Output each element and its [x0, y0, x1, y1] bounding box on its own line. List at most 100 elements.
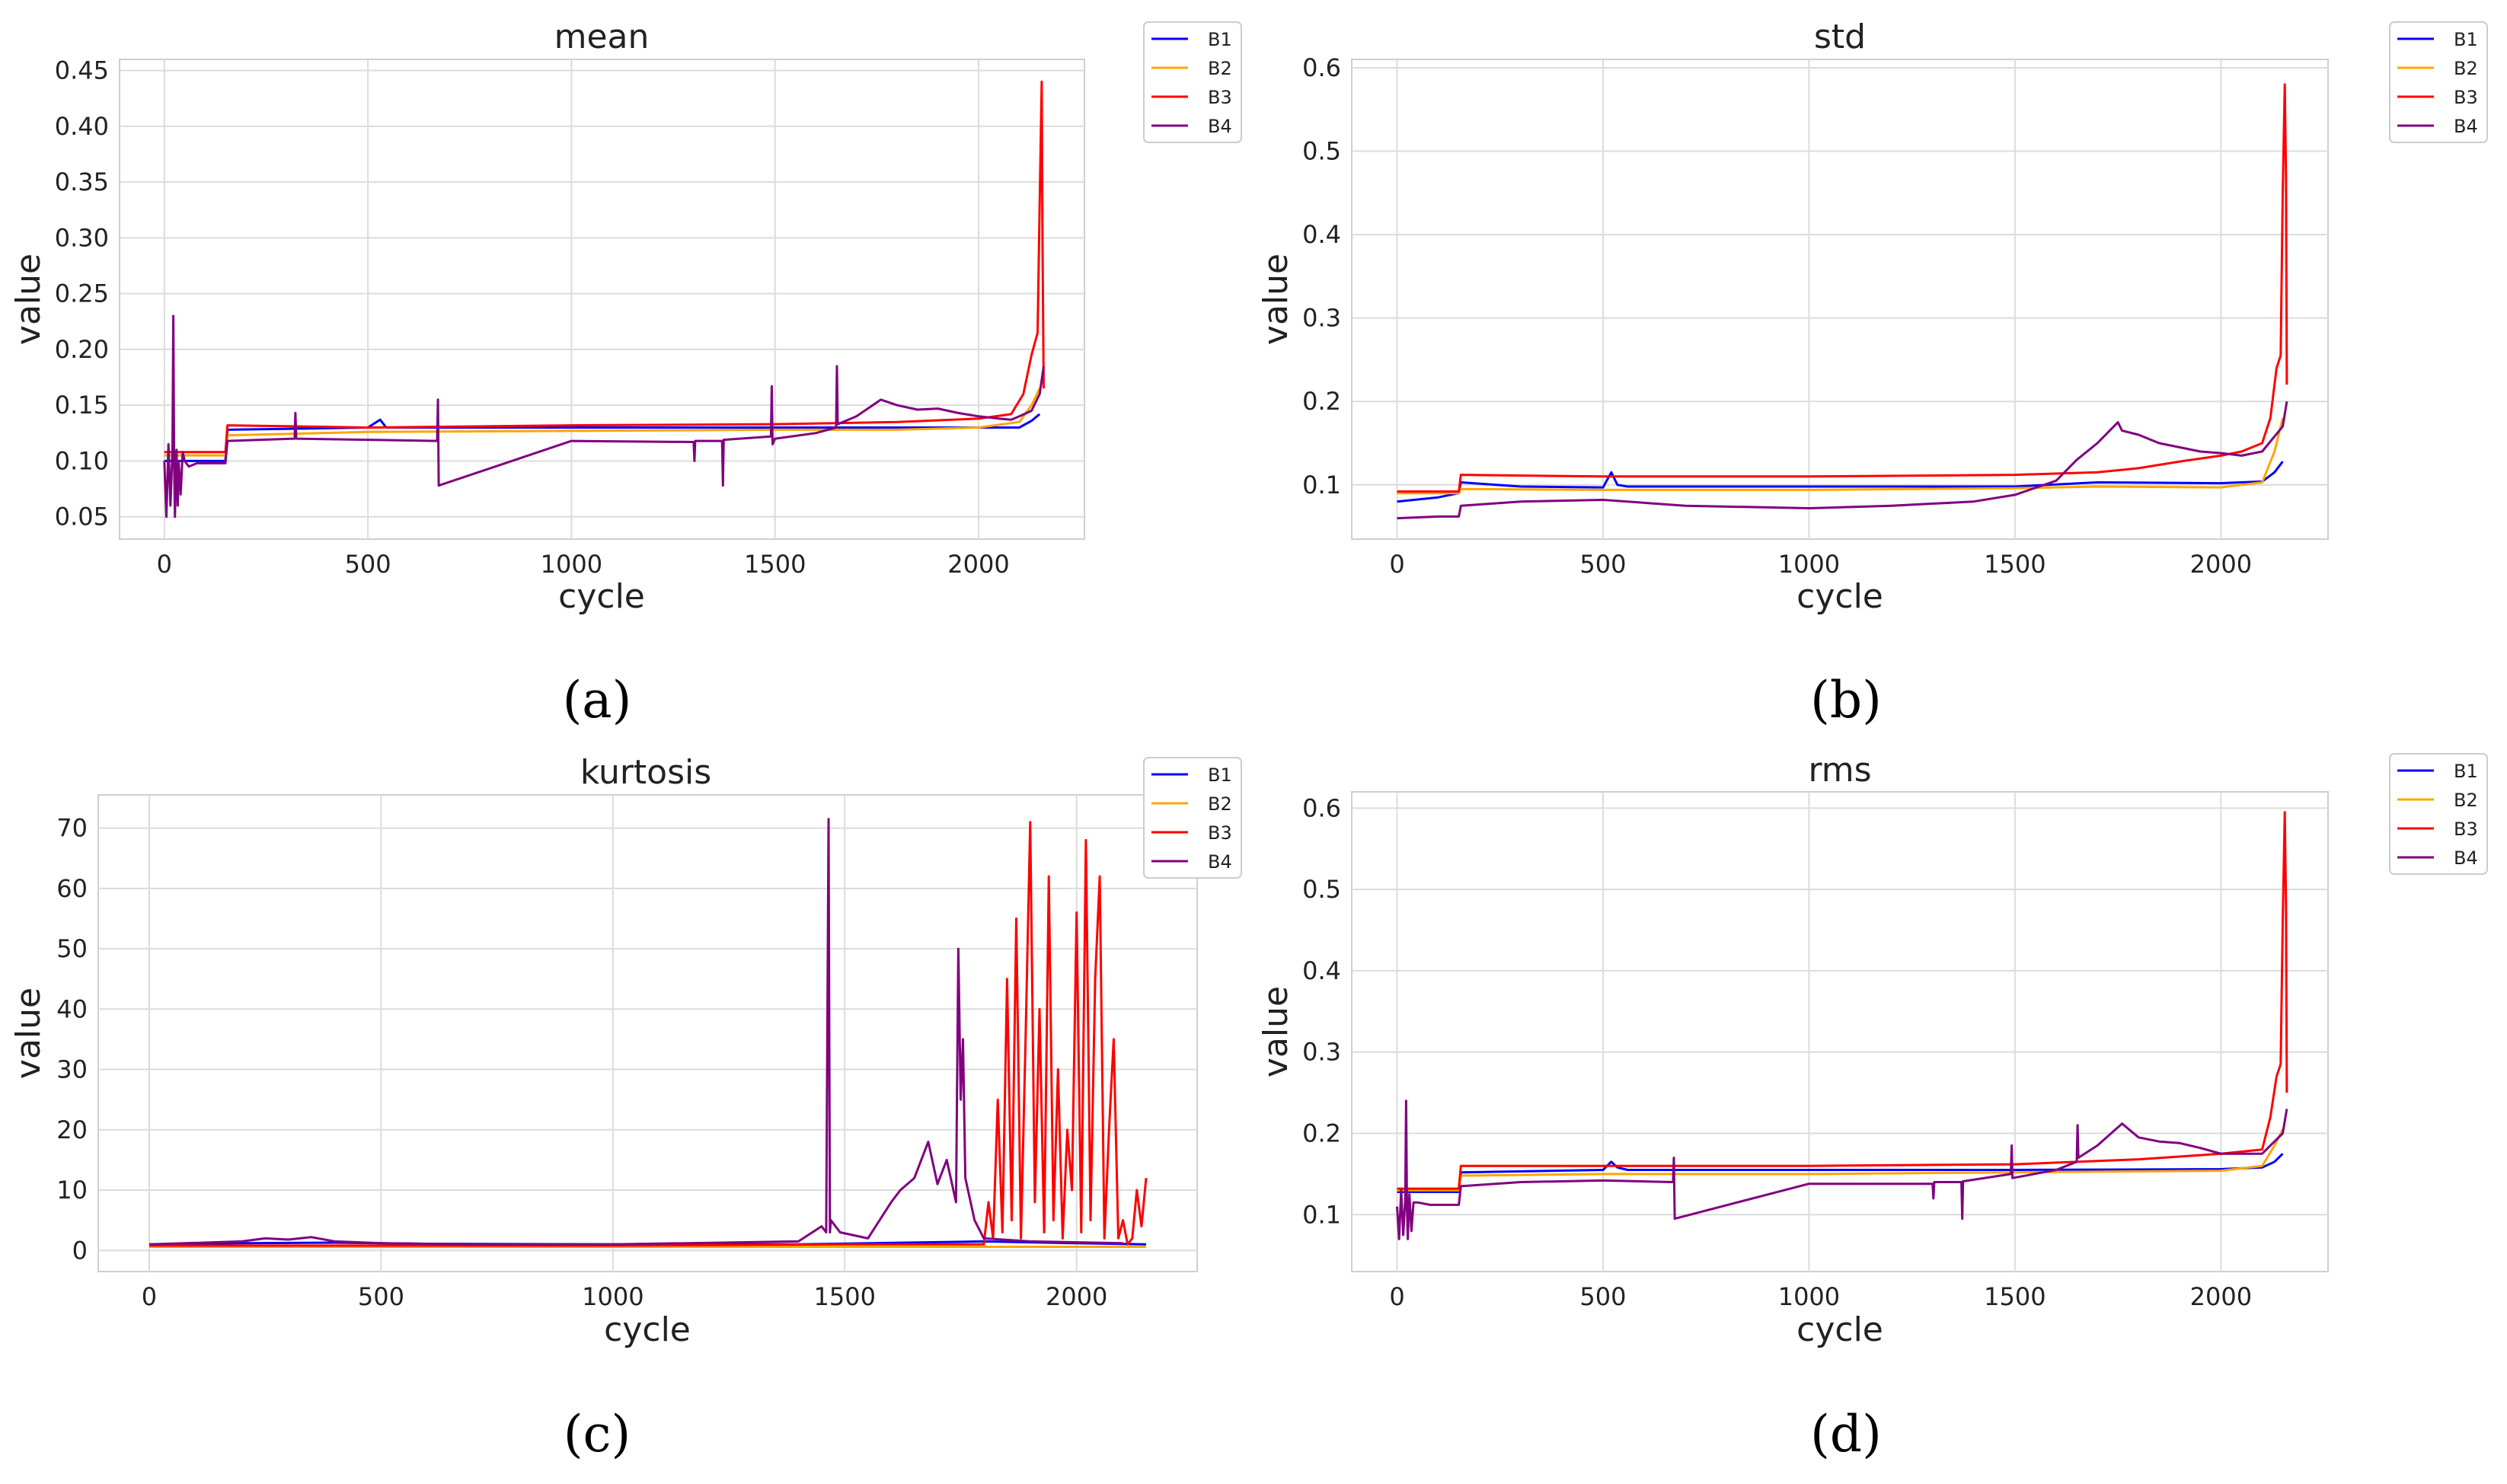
y-tick-label: 0.10: [55, 446, 109, 475]
chart-title: rms: [1808, 751, 1871, 790]
y-tick-label: 0.25: [55, 279, 109, 308]
legend-label-b1: B1: [1208, 29, 1232, 50]
legend: B1 B2 B3 B4: [2389, 21, 2488, 143]
y-tick-labels: 0 10 20 30 40 50 60 70: [56, 814, 88, 1265]
panel-kurtosis: kurtosis 0 10 20 30 40 50 60 70 0 500 1000 1500 200…: [9, 753, 1242, 1463]
legend-label-b2: B2: [1208, 58, 1232, 79]
y-tick-label: 0.2: [1302, 1119, 1341, 1147]
legend-label-b2: B2: [1208, 793, 1232, 815]
legend-label-b3: B3: [2454, 819, 2478, 840]
series-lines: [1397, 83, 2288, 520]
chart-title: std: [1814, 18, 1866, 56]
legend-label-b2: B2: [2454, 58, 2478, 79]
x-tick-labels: 0 500 1000 1500 2000: [157, 550, 1010, 579]
grid-lines: [1352, 792, 2328, 1272]
x-axis-label: cycle: [1796, 577, 1883, 616]
panel-std: std 0.10.20.30.40.50.6 0 500 1000 1500 2000 …: [1257, 18, 2488, 729]
y-tick-labels: 0.1 0.2 0.3 0.4 0.5 0.6: [1302, 793, 1341, 1229]
x-tick-label: 1000: [1778, 550, 1840, 579]
series-lines: [1396, 811, 2288, 1240]
x-tick-label: 2000: [1046, 1282, 1107, 1311]
legend-label-b1: B1: [2454, 761, 2478, 782]
legend-label-b4: B4: [1208, 116, 1232, 137]
series-lines: [149, 818, 1148, 1248]
y-tick-label: 0.6: [1302, 793, 1341, 822]
x-tick-label: 0: [142, 1282, 157, 1311]
panel-caption: (c): [564, 1405, 631, 1463]
y-tick-label: 0.5: [1302, 875, 1341, 904]
x-tick-label: 1500: [1984, 550, 2046, 579]
y-axis-label: value: [9, 988, 48, 1079]
x-axis-label: cycle: [1796, 1310, 1883, 1349]
x-tick-label: 1000: [582, 1282, 644, 1311]
y-tick-label: 0.2: [1302, 387, 1341, 416]
series-line-b4: [149, 818, 1123, 1246]
y-tick-label: 20: [56, 1115, 88, 1144]
y-tick-label: 0.05: [55, 503, 109, 531]
series-line-b4: [1397, 401, 2288, 520]
y-tick-label: 0: [72, 1236, 88, 1265]
x-tick-label: 500: [345, 550, 391, 579]
y-tick-label: 0.3: [1302, 304, 1341, 333]
y-tick-label: 10: [56, 1176, 88, 1205]
legend: B1 B2 B3 B4: [1143, 21, 1242, 143]
chart-title: kurtosis: [580, 753, 711, 792]
y-tick-label: 0.15: [55, 391, 109, 420]
legend-label-b4: B4: [2454, 847, 2478, 869]
series-line-b3: [1397, 811, 2288, 1190]
panel-rms: rms 0.10.20.30.40.50.6 0 500 1000 1500 2000 …: [1257, 751, 2488, 1463]
x-tick-label: 1500: [1984, 1282, 2046, 1311]
x-tick-labels: 0 500 1000 1500 2000: [1389, 550, 2252, 579]
y-tick-label: 0.1: [1302, 1200, 1341, 1229]
legend-label-b2: B2: [2454, 790, 2478, 811]
legend: B1 B2 B3 B4: [1143, 757, 1242, 879]
panel-caption: (a): [563, 671, 632, 729]
legend-box: [2389, 753, 2488, 875]
y-axis-label: value: [1257, 986, 1295, 1077]
y-tick-labels: 0.05 0.10 0.15 0.20 0.25 0.30 0.35 0.40 0.45: [55, 56, 109, 531]
legend-box: [1143, 21, 1242, 143]
y-tick-label: 0.20: [55, 335, 109, 364]
plot-area: [1351, 791, 2329, 1272]
series-line-b2: [1397, 417, 2284, 495]
legend-label-b1: B1: [2454, 29, 2478, 50]
legend-label-b1: B1: [1208, 764, 1232, 786]
y-tick-label: 0.35: [55, 168, 109, 196]
legend-label-b3: B3: [1208, 822, 1232, 844]
y-tick-label: 60: [56, 874, 88, 903]
chart-title: mean: [554, 18, 650, 56]
y-tick-labels: 0.1 0.2 0.3 0.4 0.5 0.6: [1302, 53, 1341, 499]
x-tick-label: 1000: [1778, 1282, 1840, 1311]
x-axis-label: cycle: [558, 577, 645, 616]
x-tick-label: 1500: [814, 1282, 876, 1311]
series-line-b3: [164, 80, 1045, 454]
series-line-b4: [163, 314, 1045, 519]
plot-area: [1351, 59, 2329, 540]
x-tick-labels: 0 500 1000 1500 2000: [142, 1282, 1108, 1311]
y-tick-label: 0.5: [1302, 137, 1341, 166]
series-line-b4: [1396, 1099, 2288, 1240]
y-tick-label: 0.4: [1302, 220, 1341, 249]
x-tick-label: 2000: [2190, 1282, 2252, 1311]
legend-label-b3: B3: [1208, 87, 1232, 108]
grid-lines: [1352, 59, 2328, 539]
legend-label-b3: B3: [2454, 87, 2478, 108]
legend-label-b4: B4: [1208, 851, 1232, 873]
x-tick-labels: 0 500 1000 1500 2000: [1389, 1282, 2252, 1311]
y-tick-label: 0.4: [1302, 956, 1341, 985]
x-tick-label: 500: [358, 1282, 404, 1311]
panel-caption: (b): [1810, 671, 1882, 729]
y-tick-label: 70: [56, 814, 88, 843]
y-tick-label: 40: [56, 994, 88, 1023]
plot-area: [119, 59, 1085, 540]
series-line-b3: [1397, 83, 2288, 493]
x-tick-label: 1500: [744, 550, 806, 579]
legend-box: [1143, 757, 1242, 879]
grid-lines: [120, 59, 1084, 539]
x-tick-label: 0: [157, 550, 172, 579]
y-tick-label: 30: [56, 1055, 88, 1084]
series-line-b3: [149, 821, 1148, 1247]
y-tick-label: 0.3: [1302, 1038, 1341, 1067]
y-axis-label: value: [9, 254, 48, 345]
